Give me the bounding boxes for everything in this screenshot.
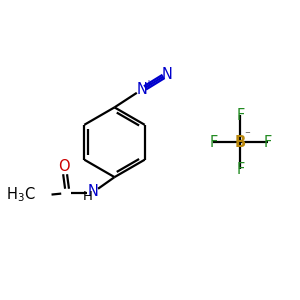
Text: B: B	[235, 135, 246, 150]
Text: N: N	[136, 82, 147, 98]
Text: F: F	[209, 135, 218, 150]
Text: ⁻: ⁻	[244, 130, 250, 140]
Text: +: +	[144, 79, 152, 89]
Text: O: O	[58, 159, 70, 174]
Text: H: H	[82, 190, 92, 203]
Text: H$_3$C: H$_3$C	[6, 185, 36, 204]
Text: F: F	[236, 162, 244, 177]
Text: F: F	[263, 135, 272, 150]
Text: F: F	[236, 108, 244, 123]
Text: N: N	[161, 67, 172, 82]
Text: N: N	[88, 184, 99, 199]
